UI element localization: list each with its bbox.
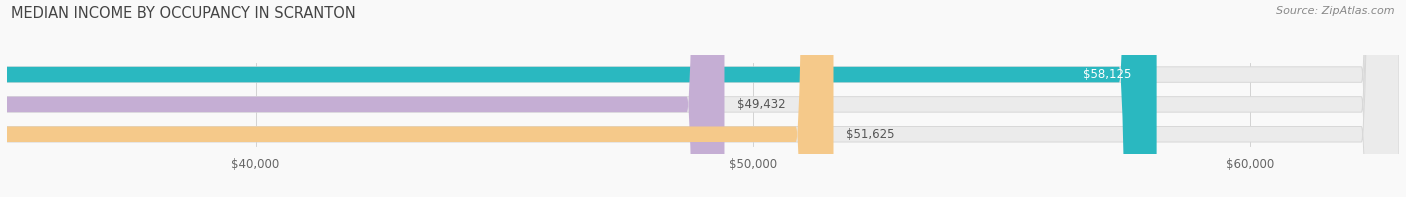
Text: $49,432: $49,432 — [737, 98, 786, 111]
Text: Source: ZipAtlas.com: Source: ZipAtlas.com — [1277, 6, 1395, 16]
FancyBboxPatch shape — [0, 0, 724, 197]
Text: $51,625: $51,625 — [846, 128, 894, 141]
FancyBboxPatch shape — [0, 0, 1157, 197]
Text: MEDIAN INCOME BY OCCUPANCY IN SCRANTON: MEDIAN INCOME BY OCCUPANCY IN SCRANTON — [11, 6, 356, 21]
FancyBboxPatch shape — [0, 0, 834, 197]
Text: $58,125: $58,125 — [1083, 68, 1132, 81]
